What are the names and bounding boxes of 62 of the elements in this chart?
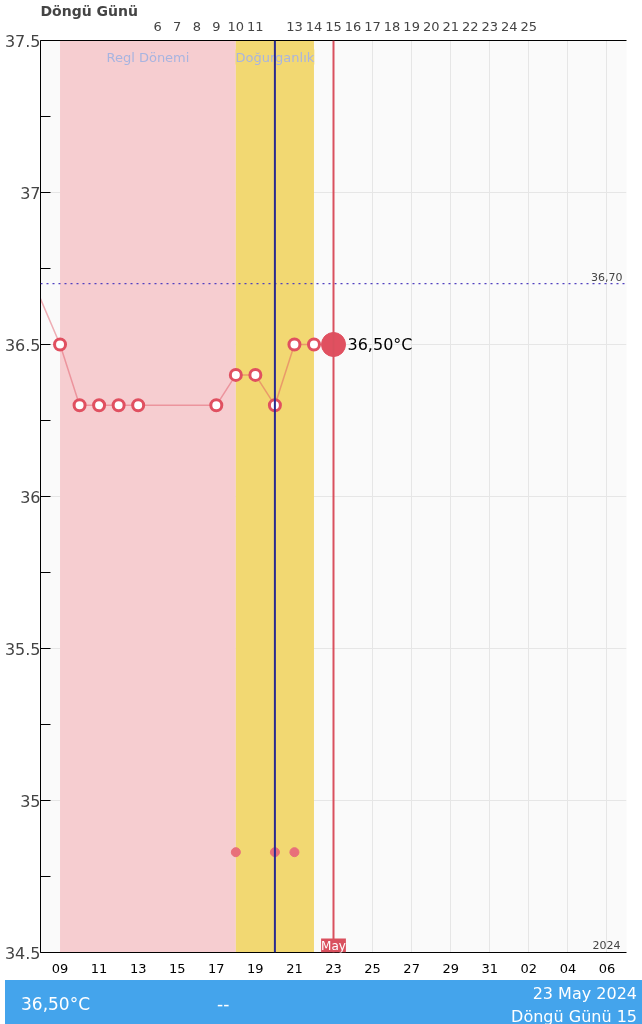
point: [72, 398, 87, 413]
point: [306, 337, 321, 352]
x2-tick-label: 18: [383, 18, 401, 34]
x2-tick-label: 22: [461, 18, 479, 34]
x-tick-label: 21: [286, 960, 303, 976]
point: [209, 398, 224, 413]
x2-tick-label: 23: [481, 18, 499, 34]
point: [131, 398, 146, 413]
x2-tick-label: 13: [286, 18, 303, 34]
x-tick-label: 06: [598, 960, 616, 976]
x-tick-label: 23: [325, 960, 342, 976]
x2-tick-label: 10: [227, 18, 245, 34]
ref-line-label: May: [321, 938, 346, 953]
y-tick-label: 35: [20, 791, 41, 811]
band-label: Regl Dönemi: [106, 49, 190, 65]
y-tick-label: 34.5: [4, 943, 41, 963]
x-tick-label: 31: [481, 960, 499, 976]
x2-axis-title: Döngü Günü: [40, 2, 138, 19]
x2-tick-label: 8: [192, 18, 201, 34]
x2-tick-label: 20: [422, 18, 440, 34]
text: 36,50°C: [21, 993, 91, 1016]
point: [111, 398, 126, 413]
x-tick-label: 27: [403, 960, 420, 976]
point: [248, 367, 263, 382]
x-tick-label: 29: [442, 960, 459, 976]
text: --: [217, 993, 230, 1016]
x-tick-label: 17: [208, 960, 225, 976]
x-tick-label: 25: [364, 960, 381, 976]
y-tick-label: 37: [20, 183, 41, 203]
point: [289, 847, 300, 858]
y-tick-label: 35.5: [4, 639, 41, 659]
x2-tick-label: 17: [364, 18, 381, 34]
x2-tick-label: 16: [344, 18, 362, 34]
y-tick-label: 37.5: [4, 31, 41, 51]
x2-tick-label: 6: [153, 18, 162, 34]
x-tick-label: 02: [520, 960, 538, 976]
x-tick-label: 13: [129, 960, 147, 976]
x2-tick-label: 24: [501, 18, 518, 34]
ref-line-label: 36,70: [591, 270, 623, 284]
point: [228, 367, 243, 382]
x-tick-label: 11: [90, 960, 108, 976]
annotation: 36,50°C: [347, 335, 413, 354]
x2-tick-label: 25: [520, 18, 538, 34]
text: 23 May 2024: [532, 983, 637, 1005]
x2-tick-label: 7: [173, 18, 182, 34]
point: [287, 337, 302, 352]
x2-tick-label: 11: [247, 18, 264, 34]
annotation: 2024: [592, 938, 621, 952]
y-tick-label: 36.5: [4, 335, 41, 355]
x2-tick-label: 15: [325, 18, 342, 34]
x-tick-label: 15: [168, 960, 186, 976]
x-tick-label: 04: [559, 960, 577, 976]
x2-tick-label: 14: [305, 18, 323, 34]
point: [230, 847, 241, 858]
point: [53, 337, 68, 352]
x2-tick-label: 9: [212, 18, 221, 34]
y-tick-label: 36: [20, 487, 41, 507]
x2-tick-label: 19: [403, 18, 420, 34]
x2-tick-label: 21: [442, 18, 459, 34]
x-tick-label: 09: [51, 960, 69, 976]
point: [92, 398, 107, 413]
x-tick-label: 19: [247, 960, 264, 976]
